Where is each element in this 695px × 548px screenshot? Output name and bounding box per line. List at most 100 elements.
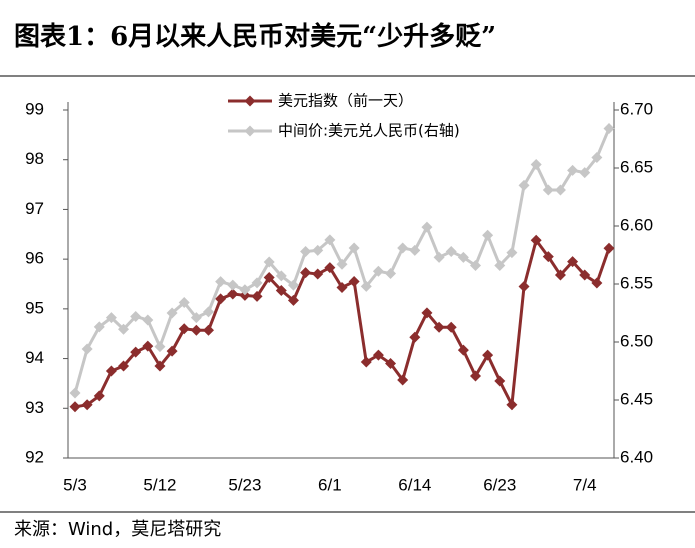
x-tick-label: 5/12 — [143, 475, 176, 494]
tick-label: 6.45 — [620, 389, 653, 408]
point-marker — [530, 159, 542, 171]
point-marker — [457, 344, 469, 356]
point-marker — [482, 229, 494, 241]
point-marker — [239, 289, 251, 301]
tick-label: 93 — [25, 398, 44, 417]
point-marker — [567, 256, 579, 268]
point-marker — [300, 246, 312, 258]
point-marker — [105, 365, 117, 377]
point-marker — [457, 251, 469, 263]
point-marker — [336, 258, 348, 270]
point-marker — [312, 244, 324, 256]
point-marker — [275, 284, 287, 296]
point-marker — [433, 321, 445, 333]
point-marker — [312, 268, 324, 280]
tick-label: 98 — [25, 149, 44, 168]
point-marker — [275, 270, 287, 282]
tick-label: 6.55 — [620, 273, 653, 292]
point-marker — [591, 152, 603, 164]
point-marker — [421, 307, 433, 319]
point-marker — [203, 324, 214, 336]
point-marker — [518, 179, 530, 191]
point-marker — [579, 167, 591, 179]
chart-title: 图表1：6月以来人民币对美元“少升多贬” — [14, 21, 496, 52]
point-marker — [287, 294, 299, 306]
point-marker — [263, 256, 275, 268]
tick-label: 6.70 — [620, 99, 653, 118]
point-marker — [130, 310, 142, 322]
legend-marker — [244, 95, 256, 107]
point-marker — [142, 314, 154, 326]
legend-marker — [244, 125, 256, 137]
tick-label: 97 — [25, 199, 44, 218]
point-marker — [482, 349, 494, 361]
point-marker — [372, 265, 384, 277]
source: 来源：Wind，莫尼塔研究 — [14, 519, 221, 540]
point-marker — [227, 288, 239, 300]
point-marker — [397, 242, 409, 254]
point-marker — [433, 251, 445, 263]
tick-label: 95 — [25, 298, 44, 317]
x-tick-label: 6/1 — [318, 475, 342, 494]
tick-label: 96 — [25, 249, 44, 268]
point-marker — [530, 234, 542, 246]
point-marker — [542, 184, 554, 196]
point-marker — [506, 399, 518, 411]
tick-label: 6.65 — [620, 157, 653, 176]
point-marker — [142, 340, 154, 352]
point-marker — [494, 259, 506, 271]
point-marker — [69, 387, 81, 399]
point-marker — [166, 307, 178, 319]
x-tick-label: 6/14 — [398, 475, 431, 494]
point-marker — [324, 234, 336, 246]
point-marker — [166, 345, 178, 357]
x-tick-label: 7/4 — [573, 475, 597, 494]
x-tick-label: 5/23 — [228, 475, 261, 494]
point-marker — [348, 276, 360, 288]
tick-label: 6.40 — [620, 447, 653, 466]
point-marker — [445, 246, 457, 258]
point-marker — [215, 293, 227, 305]
point-marker — [518, 280, 530, 292]
point-marker — [494, 375, 506, 387]
point-marker — [567, 164, 579, 176]
point-marker — [372, 349, 384, 361]
legend-label: 中间价:美元兑人民币(右轴) — [278, 122, 460, 140]
point-marker — [603, 123, 615, 135]
point-marker — [591, 277, 603, 289]
point-marker — [300, 267, 312, 279]
point-marker — [542, 251, 554, 263]
point-marker — [348, 242, 360, 254]
legend-label: 美元指数（前一天） — [278, 92, 413, 110]
point-marker — [203, 306, 214, 318]
point-marker — [324, 262, 336, 274]
point-marker — [506, 247, 518, 259]
point-marker — [154, 360, 166, 372]
x-tick-label: 6/23 — [483, 475, 516, 494]
point-marker — [445, 321, 457, 333]
point-marker — [385, 268, 397, 280]
tick-label: 94 — [25, 348, 44, 367]
point-marker — [227, 279, 239, 291]
tick-label: 92 — [25, 447, 44, 466]
point-marker — [118, 360, 130, 372]
point-marker — [81, 343, 93, 355]
point-marker — [603, 242, 615, 254]
point-marker — [470, 259, 481, 271]
point-marker — [470, 370, 481, 382]
point-marker — [69, 401, 81, 413]
point-marker — [409, 331, 421, 343]
point-marker — [130, 346, 142, 358]
point-marker — [251, 290, 263, 302]
point-marker — [360, 280, 372, 292]
point-marker — [397, 374, 409, 386]
point-marker — [154, 341, 166, 353]
point-marker — [554, 269, 566, 281]
tick-label: 99 — [25, 99, 44, 118]
point-marker — [118, 323, 130, 335]
point-marker — [178, 297, 190, 309]
point-marker — [215, 276, 227, 288]
point-marker — [360, 356, 372, 368]
point-marker — [190, 312, 202, 324]
